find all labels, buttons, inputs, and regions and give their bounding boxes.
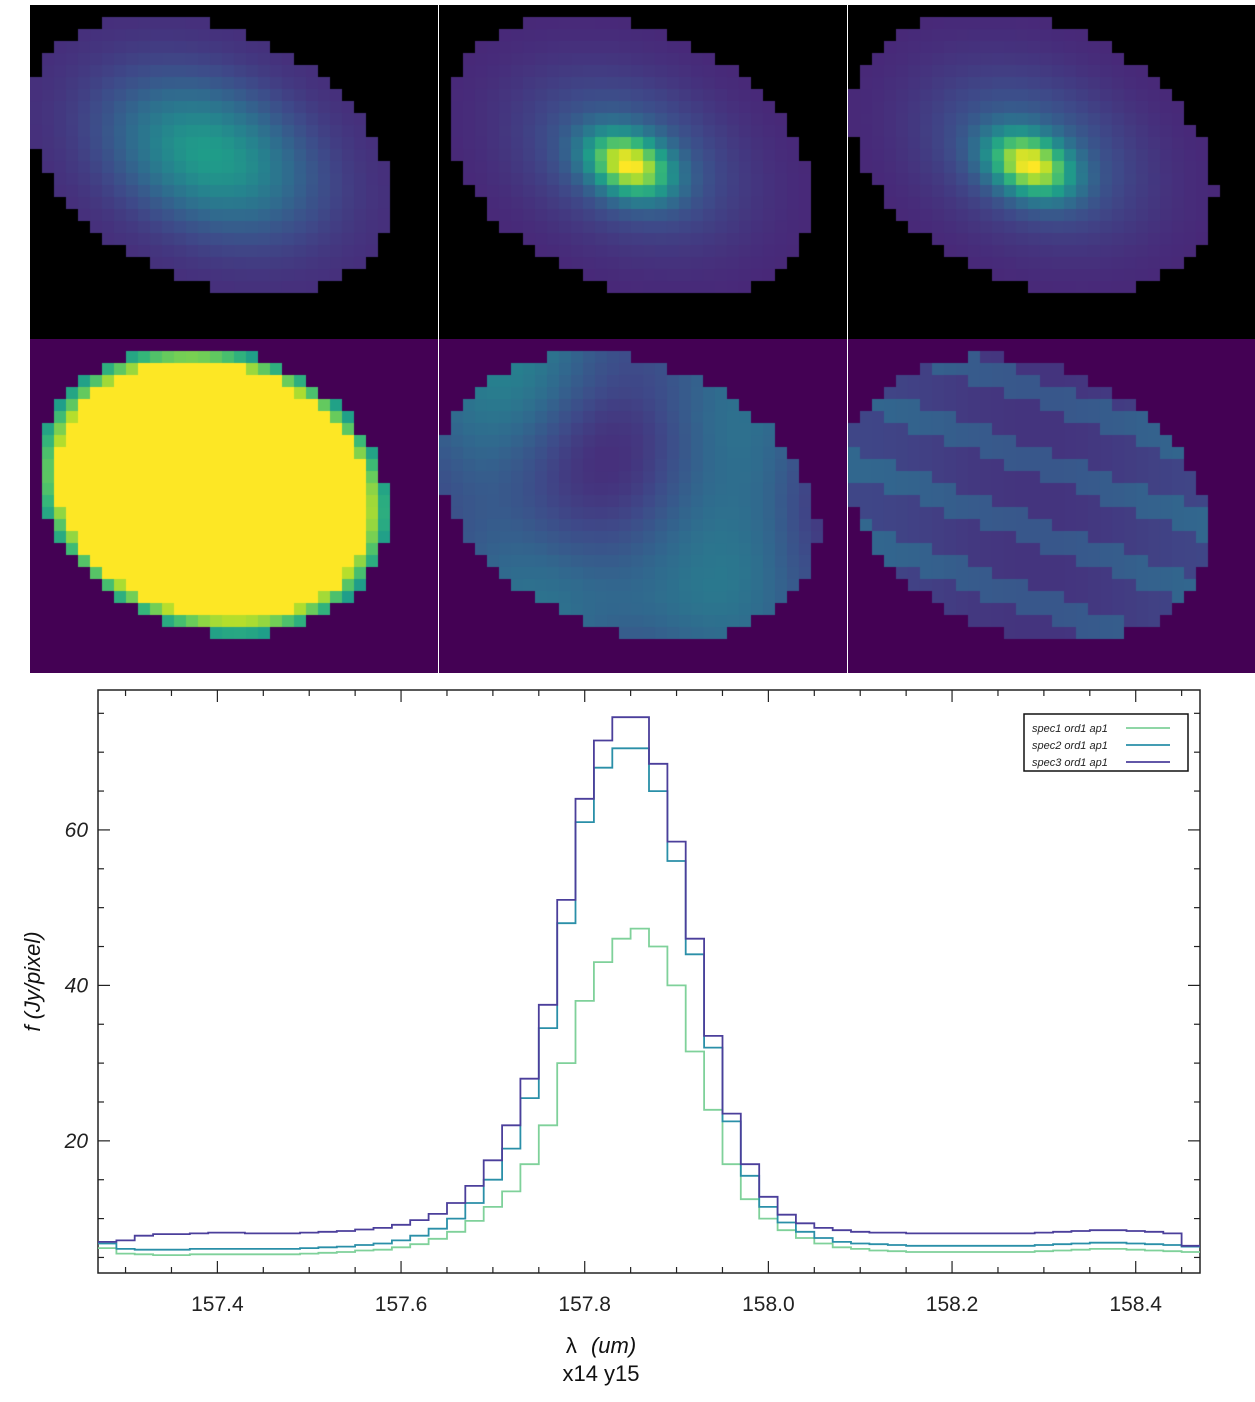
series-layer (98, 716, 1200, 1256)
x-tick-label: 158.0 (742, 1293, 795, 1316)
panel-1 (30, 5, 438, 339)
panel-2 (439, 5, 847, 339)
plot-frame (97, 689, 1201, 1274)
spectrum-plot-svg: 157.4 157.6 157.8 158.0 158.2 158.4 20 40 60 spe… (20, 689, 1201, 1386)
legend-label-2: spec2 ord1 ap1 (1032, 740, 1108, 752)
x-tick-label: 158.2 (926, 1293, 979, 1316)
tick-layer: 157.4 157.6 157.8 158.0 158.2 158.4 20 40 60 (64, 690, 1200, 1316)
y-tick-label: 60 (65, 819, 89, 842)
y-axis-label: f (Jy/pixel) (20, 931, 45, 1031)
panel-3 (848, 5, 1255, 339)
x-axis-label-unit: (um) (591, 1333, 636, 1358)
panel-5 (439, 339, 847, 673)
legend-label-1: spec1 ord1 ap1 (1032, 723, 1108, 735)
x-tick-label: 157.4 (191, 1293, 244, 1316)
x-tick-label: 157.8 (558, 1293, 611, 1316)
legend-label-3: spec3 ord1 ap1 (1032, 757, 1108, 769)
x-axis-label: λ (um) (566, 1333, 636, 1358)
series-line-3 (98, 716, 1200, 1247)
x-axis-label-symbol: λ (566, 1333, 577, 1358)
series-line-1 (98, 927, 1200, 1256)
y-tick-label: 20 (64, 1130, 89, 1153)
series-line-2 (98, 747, 1200, 1251)
legend: spec1 ord1 ap1 spec2 ord1 ap1 spec3 ord1 a… (1023, 713, 1189, 772)
y-tick-label: 40 (65, 974, 89, 997)
x-tick-label: 158.4 (1109, 1293, 1162, 1316)
panel-6 (848, 339, 1255, 673)
pixel-coordinate-label: x14 y15 (562, 1361, 639, 1386)
x-tick-label: 157.6 (375, 1293, 428, 1316)
panel-4 (30, 339, 438, 673)
image-panel-grid (30, 5, 1255, 673)
spectrum-plot: 157.4 157.6 157.8 158.0 158.2 158.4 20 40 60 spe… (0, 685, 1255, 1397)
